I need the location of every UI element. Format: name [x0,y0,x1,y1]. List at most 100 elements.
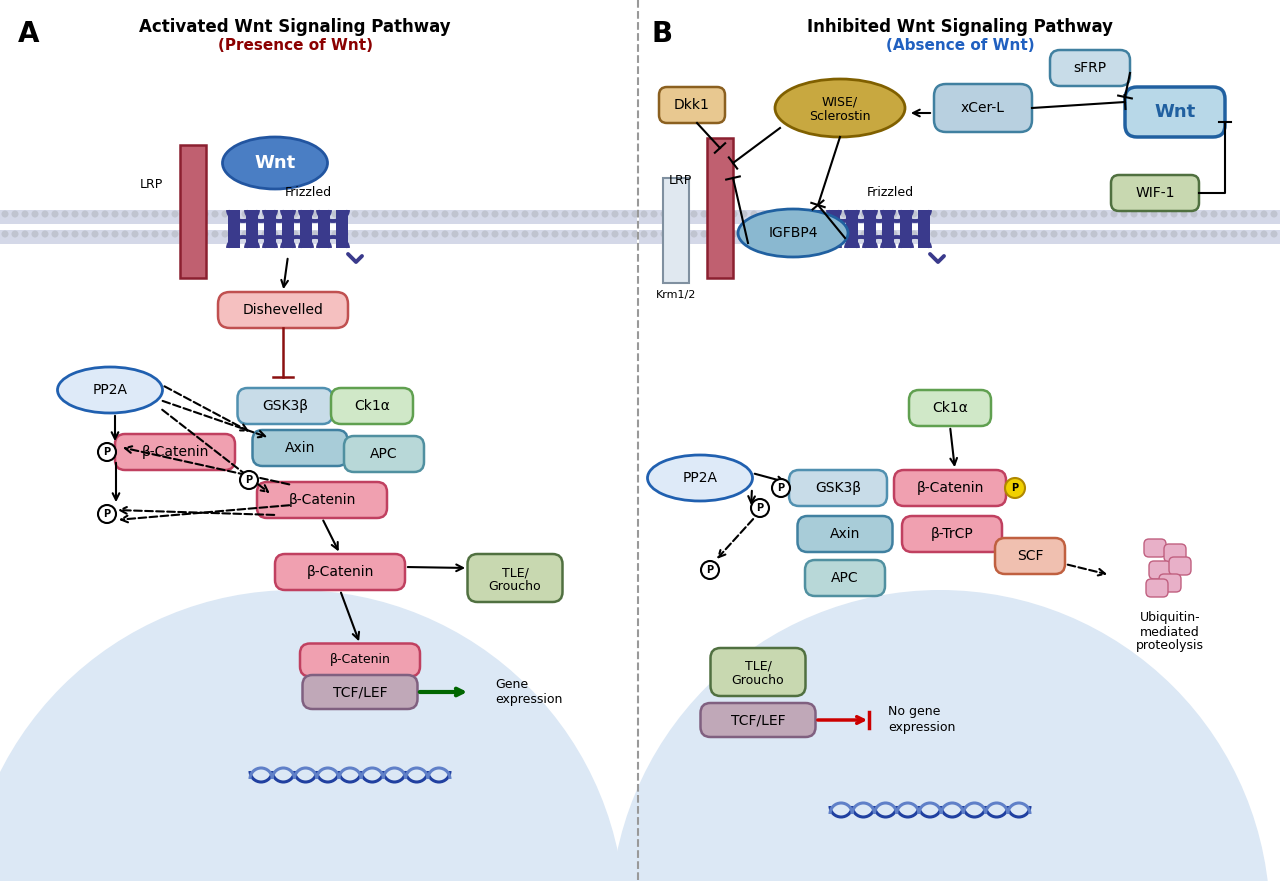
Circle shape [531,231,539,238]
Bar [317,210,330,248]
Circle shape [521,231,529,238]
Circle shape [772,479,790,497]
Text: Groucho: Groucho [732,673,785,686]
Text: Wnt: Wnt [1155,103,1196,121]
Circle shape [1221,231,1228,238]
Circle shape [1240,211,1248,218]
Circle shape [991,211,997,218]
Circle shape [371,231,379,238]
Circle shape [1041,211,1047,218]
Text: β-Catenin: β-Catenin [329,654,390,667]
Circle shape [442,231,448,238]
Bar [264,210,276,248]
Bar [828,210,840,248]
FancyBboxPatch shape [302,675,417,709]
Circle shape [1070,231,1078,238]
Circle shape [881,211,887,218]
Text: P: P [246,475,252,485]
Circle shape [392,211,398,218]
FancyBboxPatch shape [252,430,347,466]
Text: Gene: Gene [495,677,529,691]
Circle shape [1130,211,1138,218]
FancyBboxPatch shape [934,84,1032,132]
Circle shape [421,231,429,238]
Text: proteolysis: proteolysis [1137,640,1204,653]
Circle shape [481,211,489,218]
Bar [882,210,893,248]
Circle shape [1001,211,1007,218]
Circle shape [671,231,677,238]
Circle shape [462,231,468,238]
Circle shape [201,231,209,238]
Circle shape [731,211,737,218]
Circle shape [321,211,329,218]
FancyBboxPatch shape [238,388,333,424]
Bar [918,210,931,248]
FancyBboxPatch shape [1125,87,1225,137]
Circle shape [920,231,928,238]
Circle shape [392,231,398,238]
Circle shape [660,231,667,238]
Circle shape [820,211,827,218]
Bar [180,145,206,278]
Circle shape [810,231,818,238]
Circle shape [142,211,148,218]
Circle shape [1230,231,1238,238]
FancyBboxPatch shape [332,388,413,424]
Circle shape [910,211,918,218]
Circle shape [850,211,858,218]
Circle shape [99,505,116,523]
Circle shape [192,231,198,238]
Circle shape [970,231,978,238]
Circle shape [132,231,138,238]
Circle shape [172,231,178,238]
Circle shape [741,211,748,218]
Circle shape [352,211,358,218]
Circle shape [122,231,128,238]
Circle shape [901,231,908,238]
Circle shape [502,211,508,218]
Circle shape [810,211,818,218]
Circle shape [860,231,868,238]
Text: Krm1/2: Krm1/2 [655,290,696,300]
Circle shape [1091,231,1097,238]
Text: APC: APC [370,447,398,461]
Bar [663,178,689,283]
Circle shape [1201,231,1207,238]
Circle shape [1020,211,1028,218]
Circle shape [860,211,868,218]
Circle shape [591,211,599,218]
Circle shape [1120,211,1128,218]
Circle shape [1010,231,1018,238]
Circle shape [700,211,708,218]
FancyBboxPatch shape [218,292,348,328]
Text: APC: APC [831,571,859,585]
Circle shape [292,231,298,238]
FancyBboxPatch shape [1111,175,1199,211]
Bar [639,230,1280,244]
Circle shape [1190,211,1198,218]
Text: A: A [18,20,40,48]
Circle shape [571,231,579,238]
Circle shape [82,211,88,218]
Circle shape [452,231,458,238]
Circle shape [342,231,348,238]
Circle shape [492,231,498,238]
Text: xCer-L: xCer-L [961,101,1005,115]
Circle shape [710,231,718,238]
Circle shape [161,231,169,238]
Text: expression: expression [888,722,955,735]
Circle shape [800,231,808,238]
Circle shape [411,211,419,218]
Circle shape [332,211,338,218]
Circle shape [800,211,808,218]
Text: WISE/: WISE/ [822,95,858,108]
Circle shape [731,231,737,238]
Text: sFRP: sFRP [1074,61,1107,75]
Circle shape [292,211,298,218]
Ellipse shape [0,590,625,881]
Text: (Presence of Wnt): (Presence of Wnt) [218,38,372,53]
Circle shape [841,231,847,238]
Circle shape [960,231,968,238]
Circle shape [1140,231,1147,238]
